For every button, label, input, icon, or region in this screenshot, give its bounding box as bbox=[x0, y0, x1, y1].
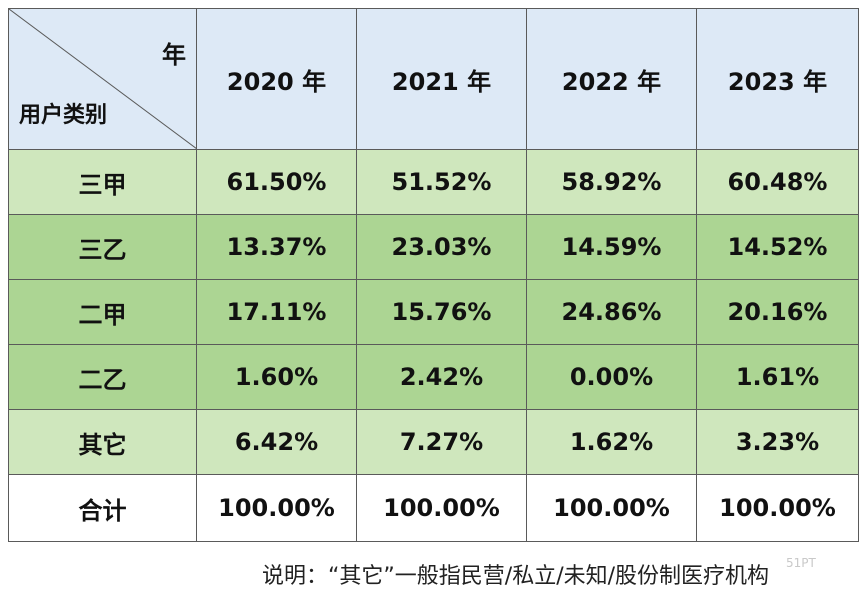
value-cell: 17.11% bbox=[196, 279, 357, 345]
corner-year-label: 年 bbox=[162, 41, 186, 69]
data-table: 年 用户类别 2020 年 2021 年 2022 年 2023 年 三甲 61… bbox=[8, 8, 859, 542]
value-cell: 13.37% bbox=[196, 214, 357, 280]
row-label: 其它 bbox=[8, 409, 197, 475]
total-row: 合计 100.00% 100.00% 100.00% 100.00% bbox=[8, 474, 859, 542]
value-cell: 7.27% bbox=[356, 409, 527, 475]
value-cell: 14.59% bbox=[526, 214, 697, 280]
value-cell: 60.48% bbox=[696, 149, 859, 215]
table-row: 其它 6.42% 7.27% 1.62% 3.23% bbox=[8, 409, 859, 475]
year-header: 2022 年 bbox=[526, 8, 697, 150]
value-cell: 24.86% bbox=[526, 279, 697, 345]
watermark: 51PT bbox=[786, 556, 816, 570]
value-cell: 14.52% bbox=[696, 214, 859, 280]
value-cell: 100.00% bbox=[526, 474, 697, 542]
year-header: 2023 年 bbox=[696, 8, 859, 150]
value-cell: 2.42% bbox=[356, 344, 527, 410]
value-cell: 6.42% bbox=[196, 409, 357, 475]
value-cell: 1.60% bbox=[196, 344, 357, 410]
table-row: 三甲 61.50% 51.52% 58.92% 60.48% bbox=[8, 149, 859, 215]
value-cell: 51.52% bbox=[356, 149, 527, 215]
value-cell: 15.76% bbox=[356, 279, 527, 345]
row-label: 二甲 bbox=[8, 279, 197, 345]
value-cell: 100.00% bbox=[196, 474, 357, 542]
year-header: 2020 年 bbox=[196, 8, 357, 150]
table-row: 二甲 17.11% 15.76% 24.86% 20.16% bbox=[8, 279, 859, 345]
value-cell: 100.00% bbox=[696, 474, 859, 542]
row-label: 合计 bbox=[8, 474, 197, 542]
diagonal-line bbox=[9, 9, 196, 149]
table-row: 三乙 13.37% 23.03% 14.59% 14.52% bbox=[8, 214, 859, 280]
header-row: 年 用户类别 2020 年 2021 年 2022 年 2023 年 bbox=[8, 8, 859, 150]
row-label: 三甲 bbox=[8, 149, 197, 215]
year-header: 2021 年 bbox=[356, 8, 527, 150]
value-cell: 0.00% bbox=[526, 344, 697, 410]
value-cell: 1.62% bbox=[526, 409, 697, 475]
table-row: 二乙 1.60% 2.42% 0.00% 1.61% bbox=[8, 344, 859, 410]
value-cell: 20.16% bbox=[696, 279, 859, 345]
value-cell: 61.50% bbox=[196, 149, 357, 215]
footnote: 说明：“其它”一般指民营/私立/未知/股份制医疗机构 bbox=[262, 564, 770, 589]
row-label: 三乙 bbox=[8, 214, 197, 280]
corner-user-category-label: 用户类别 bbox=[19, 103, 108, 128]
corner-cell: 年 用户类别 bbox=[8, 8, 197, 150]
value-cell: 100.00% bbox=[356, 474, 527, 542]
row-label: 二乙 bbox=[8, 344, 197, 410]
value-cell: 58.92% bbox=[526, 149, 697, 215]
value-cell: 23.03% bbox=[356, 214, 527, 280]
value-cell: 1.61% bbox=[696, 344, 859, 410]
value-cell: 3.23% bbox=[696, 409, 859, 475]
